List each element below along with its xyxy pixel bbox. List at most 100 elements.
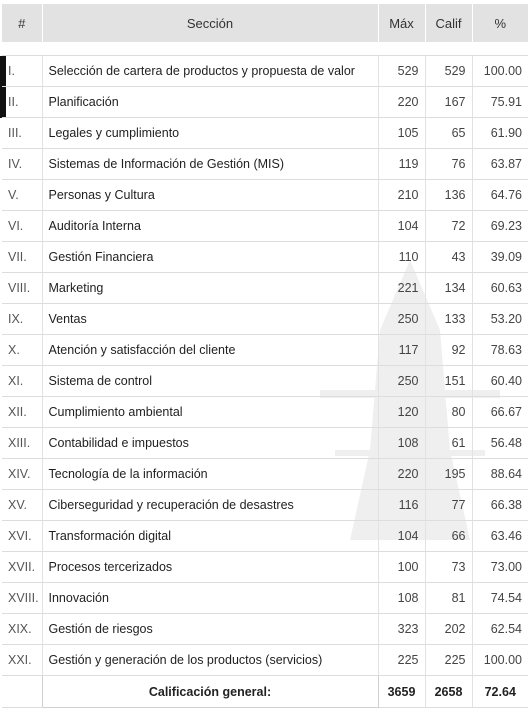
row-score: 61 [424, 427, 472, 459]
row-number: XIV. [2, 458, 42, 490]
row-max: 108 [377, 427, 425, 459]
table-row: XVII. Procesos tercerizados 100 73 73.00 [2, 551, 528, 583]
row-max: 119 [377, 148, 425, 180]
row-score: 202 [424, 613, 472, 645]
row-score: 65 [424, 117, 472, 149]
row-section: Transformación digital [41, 520, 378, 552]
row-number: VIII. [2, 272, 42, 304]
row-section: Sistemas de Información de Gestión (MIS) [41, 148, 378, 180]
row-percent: 39.09 [471, 241, 528, 273]
row-section: Ciberseguridad y recuperación de desastr… [41, 489, 378, 521]
row-number: XVIII. [2, 582, 42, 614]
row-score: 77 [424, 489, 472, 521]
row-percent: 88.64 [471, 458, 528, 490]
row-max: 221 [377, 272, 425, 304]
row-score: 529 [424, 55, 472, 87]
row-section: Atención y satisfacción del cliente [41, 334, 378, 366]
row-section: Selección de cartera de productos y prop… [41, 55, 378, 87]
row-section: Marketing [41, 272, 378, 304]
row-percent: 69.23 [471, 210, 528, 242]
row-section: Planificación [41, 86, 378, 118]
table-row: XVIII. Innovación 108 81 74.54 [2, 582, 528, 614]
row-percent: 73.00 [471, 551, 528, 583]
row-max: 105 [377, 117, 425, 149]
row-number: IV. [2, 148, 42, 180]
row-section: Gestión y generación de los productos (s… [41, 644, 378, 676]
row-score: 151 [424, 365, 472, 397]
row-number: I. [2, 55, 42, 87]
total-label: Calificación general: [41, 675, 379, 708]
table-row: III. Legales y cumplimiento 105 65 61.90 [2, 117, 528, 149]
row-percent: 78.63 [471, 334, 528, 366]
row-score: 76 [424, 148, 472, 180]
row-number: III. [2, 117, 42, 149]
table-row: V. Personas y Cultura 210 136 64.76 [2, 179, 528, 211]
row-score: 73 [424, 551, 472, 583]
table-row: XIX. Gestión de riesgos 323 202 62.54 [2, 613, 528, 645]
table-row: IV. Sistemas de Información de Gestión (M… [2, 148, 528, 180]
row-percent: 62.54 [471, 613, 528, 645]
row-percent: 66.67 [471, 396, 528, 428]
row-percent: 53.20 [471, 303, 528, 335]
header-max: Máx [378, 4, 426, 42]
row-percent: 60.63 [471, 272, 528, 304]
row-max: 250 [377, 303, 425, 335]
row-score: 133 [424, 303, 472, 335]
row-number: XV. [2, 489, 42, 521]
table-row: I. Selección de cartera de productos y pr… [2, 55, 528, 87]
row-percent: 100.00 [471, 55, 528, 87]
row-percent: 100.00 [471, 644, 528, 676]
row-score: 66 [424, 520, 472, 552]
row-max: 117 [377, 334, 425, 366]
row-percent: 74.54 [471, 582, 528, 614]
row-number: V. [2, 179, 42, 211]
table-row: XII. Cumplimiento ambiental 120 80 66.67 [2, 396, 528, 428]
row-section: Cumplimiento ambiental [41, 396, 378, 428]
table-row: XIII. Contabilidad e impuestos 108 61 56.48 [2, 427, 528, 459]
table-row: IX. Ventas 250 133 53.20 [2, 303, 528, 335]
row-percent: 60.40 [471, 365, 528, 397]
row-section: Ventas [41, 303, 378, 335]
table-row: X. Atención y satisfacción del cliente 117… [2, 334, 528, 366]
row-max: 116 [377, 489, 425, 521]
header-score: Calif [425, 4, 473, 42]
table-row: XI. Sistema de control 250 151 60.40 [2, 365, 528, 397]
row-percent: 63.87 [471, 148, 528, 180]
table-header-row: # Sección Máx Calif % [2, 4, 528, 42]
row-percent: 75.91 [471, 86, 528, 118]
row-number: VI. [2, 210, 42, 242]
total-row: Calificación general: 3659 2658 72.64 [2, 675, 528, 708]
row-percent: 61.90 [471, 117, 528, 149]
table-row: II. Planificación 220 167 75.91 [2, 86, 528, 118]
row-max: 323 [377, 613, 425, 645]
total-percent: 72.64 [471, 675, 528, 708]
row-number: XIII. [2, 427, 42, 459]
row-percent: 56.48 [471, 427, 528, 459]
table-row: VI. Auditoría Interna 104 72 69.23 [2, 210, 528, 242]
table-row: XV. Ciberseguridad y recuperación de desa… [2, 489, 528, 521]
row-section: Legales y cumplimiento [41, 117, 378, 149]
row-max: 120 [377, 396, 425, 428]
table-row: VIII. Marketing 221 134 60.63 [2, 272, 528, 304]
row-number: XVI. [2, 520, 42, 552]
row-max: 220 [377, 458, 425, 490]
row-score: 81 [424, 582, 472, 614]
row-section: Sistema de control [41, 365, 378, 397]
row-score: 225 [424, 644, 472, 676]
row-score: 195 [424, 458, 472, 490]
row-max: 110 [377, 241, 425, 273]
row-score: 80 [424, 396, 472, 428]
row-number: XXI. [2, 644, 42, 676]
evaluation-table: # Sección Máx Calif % I. Selección de car… [2, 4, 528, 708]
total-max: 3659 [377, 675, 425, 708]
row-number: X. [2, 334, 42, 366]
row-number: IX. [2, 303, 42, 335]
row-max: 250 [377, 365, 425, 397]
row-max: 100 [377, 551, 425, 583]
row-max: 529 [377, 55, 425, 87]
row-percent: 64.76 [471, 179, 528, 211]
row-max: 104 [377, 520, 425, 552]
row-section: Gestión Financiera [41, 241, 378, 273]
row-max: 220 [377, 86, 425, 118]
